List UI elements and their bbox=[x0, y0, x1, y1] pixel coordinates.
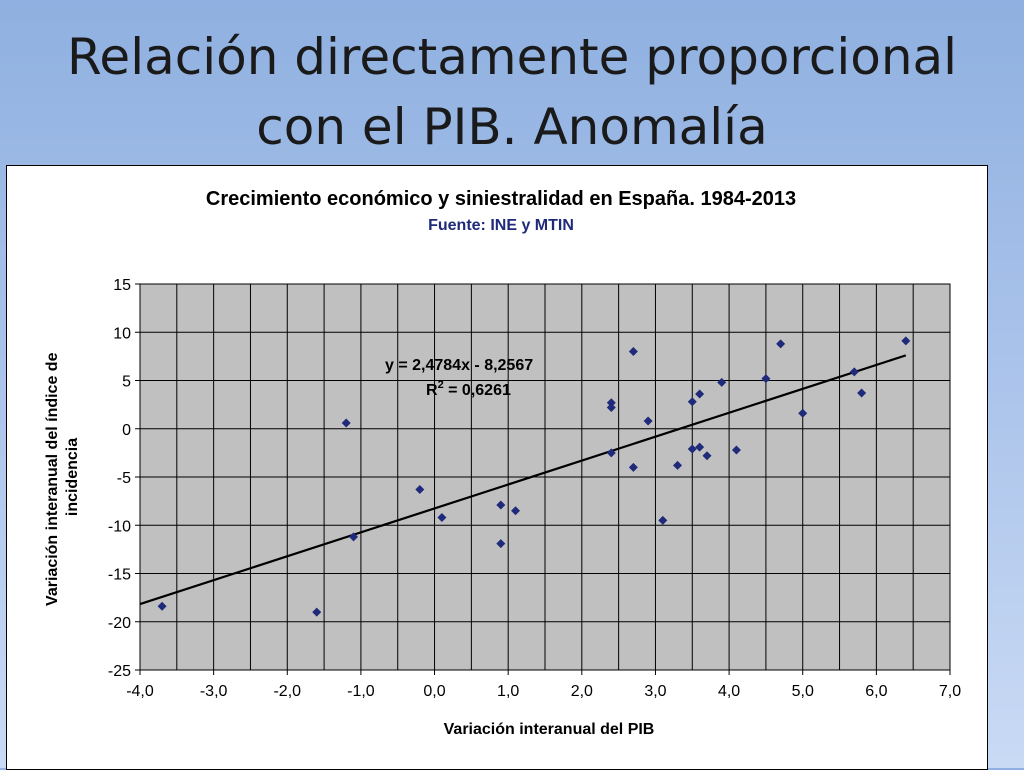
y-tick-label: 5 bbox=[122, 374, 131, 391]
data-point bbox=[312, 607, 322, 617]
r2-label: R bbox=[426, 382, 438, 399]
y-axis-label-line1: Variación interanual del índice de bbox=[44, 352, 61, 606]
y-axis-label: Variación interanual del índice de incid… bbox=[44, 348, 81, 606]
trendline-r-squared: R2 = 0,6261 bbox=[426, 379, 511, 399]
data-point bbox=[643, 416, 653, 426]
x-tick-label: 6,0 bbox=[865, 683, 887, 700]
data-point bbox=[673, 460, 683, 470]
chart-title: Crecimiento económico y siniestralidad e… bbox=[206, 188, 796, 210]
data-point bbox=[658, 515, 668, 525]
y-tick-label: -10 bbox=[108, 518, 131, 535]
x-tick-label: -3,0 bbox=[200, 683, 228, 700]
data-point bbox=[695, 389, 705, 399]
data-point bbox=[496, 539, 506, 549]
x-tick-label: -1,0 bbox=[347, 683, 375, 700]
x-tick-label: 5,0 bbox=[792, 683, 814, 700]
trendline-group bbox=[139, 354, 907, 606]
y-tick-label: -5 bbox=[117, 470, 131, 487]
data-point bbox=[901, 336, 911, 346]
data-point bbox=[511, 506, 521, 516]
data-point bbox=[628, 462, 638, 472]
data-point bbox=[731, 445, 741, 455]
data-point bbox=[776, 339, 786, 349]
grid-lines bbox=[140, 284, 950, 670]
data-point bbox=[798, 408, 808, 418]
r2-superscript: 2 bbox=[438, 379, 444, 391]
data-points bbox=[157, 336, 911, 617]
data-point bbox=[702, 451, 712, 461]
y-tick-label: -20 bbox=[108, 615, 131, 632]
x-tick-label: -4,0 bbox=[126, 683, 154, 700]
x-axis-label: Variación interanual del PIB bbox=[444, 721, 655, 738]
slide-title-line1: Relación directamente proporcional bbox=[66, 28, 958, 86]
data-point bbox=[415, 485, 425, 495]
data-point bbox=[849, 367, 859, 377]
data-point bbox=[695, 442, 705, 452]
data-point bbox=[606, 448, 616, 458]
x-tick-label: 2,0 bbox=[571, 683, 593, 700]
x-tick-label: 4,0 bbox=[718, 683, 740, 700]
slide-title: Relación directamente proporcional con e… bbox=[0, 22, 1024, 162]
chart-frame: Crecimiento económico y siniestralidad e… bbox=[6, 165, 988, 770]
y-axis-ticks: -25 -20 -15 -10 -5 0 5 10 15 bbox=[108, 277, 140, 680]
data-point bbox=[761, 374, 771, 384]
data-point bbox=[687, 444, 697, 454]
x-tick-label: 0,0 bbox=[423, 683, 445, 700]
data-point bbox=[437, 513, 447, 523]
data-point bbox=[349, 532, 359, 542]
y-tick-label: 10 bbox=[113, 325, 131, 342]
y-tick-label: 15 bbox=[113, 277, 131, 294]
x-tick-label: 7,0 bbox=[939, 683, 961, 700]
x-tick-label: 3,0 bbox=[644, 683, 666, 700]
x-tick-label: 1,0 bbox=[497, 683, 519, 700]
r2-value: = 0,6261 bbox=[444, 382, 511, 399]
data-point bbox=[157, 601, 167, 611]
trendline-equation: y = 2,4784x - 8,2567 bbox=[385, 357, 533, 374]
chart-subtitle: Fuente: INE y MTIN bbox=[428, 217, 574, 234]
y-tick-label: 0 bbox=[122, 422, 131, 439]
x-axis-ticks: -4,0 -3,0 -2,0 -1,0 0,0 1,0 2,0 3,0 4,0 5,0 6,0 7,0 bbox=[126, 670, 961, 700]
data-point bbox=[687, 397, 697, 407]
y-axis-label-line2: incidencia bbox=[64, 438, 81, 516]
slide-title-line2: con el PIB. Anomalía bbox=[256, 98, 768, 156]
y-tick-label: -15 bbox=[108, 567, 131, 584]
data-point bbox=[606, 403, 616, 413]
data-point bbox=[496, 500, 506, 510]
data-point bbox=[717, 377, 727, 387]
data-point bbox=[628, 347, 638, 357]
x-tick-label: -2,0 bbox=[273, 683, 301, 700]
data-point bbox=[341, 418, 351, 428]
y-tick-label: -25 bbox=[108, 663, 131, 680]
data-point bbox=[857, 388, 867, 398]
trendline bbox=[139, 354, 907, 606]
data-point bbox=[606, 398, 616, 408]
scatter-chart: Crecimiento económico y siniestralidad e… bbox=[44, 188, 961, 738]
